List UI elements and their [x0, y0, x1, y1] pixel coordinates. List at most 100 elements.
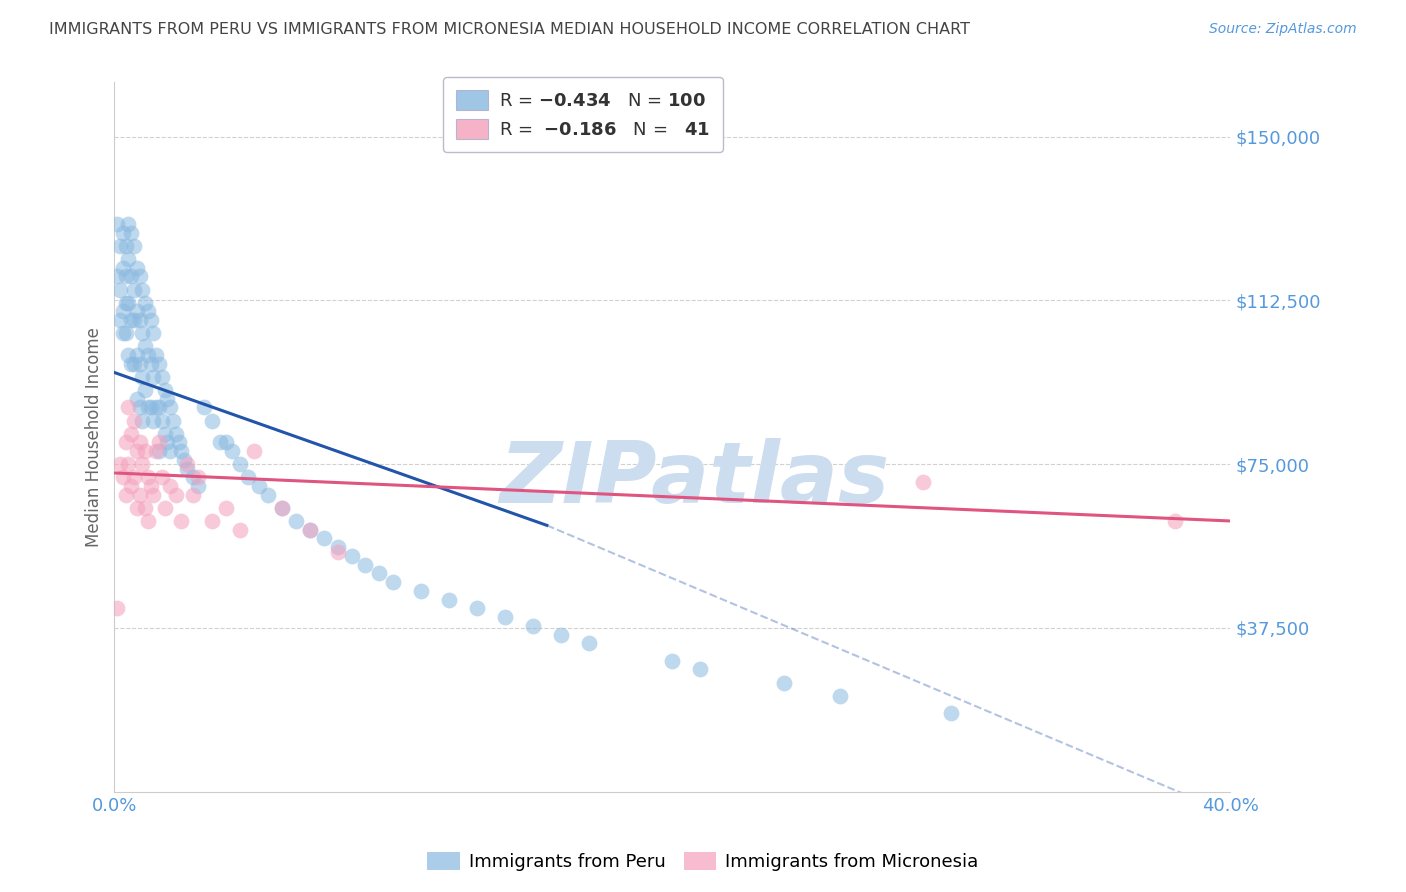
Point	[131, 457, 153, 471]
Point	[117, 457, 139, 471]
Point	[105, 601, 128, 615]
Point	[156, 435, 179, 450]
Point	[120, 426, 142, 441]
Point	[153, 426, 176, 441]
Point	[125, 444, 148, 458]
Point	[117, 348, 139, 362]
Y-axis label: Median Household Income: Median Household Income	[86, 327, 103, 547]
Point	[270, 500, 292, 515]
Point	[128, 401, 150, 415]
Point	[114, 239, 136, 253]
Point	[117, 401, 139, 415]
Point	[298, 523, 321, 537]
Point	[148, 401, 170, 415]
Point	[114, 326, 136, 341]
Point	[257, 488, 280, 502]
Point	[1163, 514, 1185, 528]
Point	[136, 470, 159, 484]
Point	[125, 392, 148, 406]
Point	[117, 295, 139, 310]
Point	[108, 313, 131, 327]
Point	[108, 239, 131, 253]
Point	[111, 260, 134, 275]
Point	[167, 435, 190, 450]
Point	[382, 575, 405, 590]
Point	[270, 500, 292, 515]
Point	[437, 592, 460, 607]
Point	[139, 401, 162, 415]
Point	[136, 348, 159, 362]
Point	[142, 413, 165, 427]
Point	[134, 383, 156, 397]
Point	[131, 413, 153, 427]
Point	[181, 470, 204, 484]
Point	[465, 601, 488, 615]
Text: ZIPatlas: ZIPatlas	[499, 438, 890, 521]
Point	[125, 348, 148, 362]
Point	[120, 269, 142, 284]
Point	[128, 357, 150, 371]
Point	[122, 239, 145, 253]
Point	[153, 383, 176, 397]
Point	[139, 313, 162, 327]
Point	[156, 392, 179, 406]
Point	[148, 444, 170, 458]
Point	[145, 444, 167, 458]
Text: Source: ZipAtlas.com: Source: ZipAtlas.com	[1209, 22, 1357, 37]
Point	[142, 370, 165, 384]
Point	[209, 435, 232, 450]
Point	[145, 348, 167, 362]
Point	[181, 488, 204, 502]
Point	[912, 475, 935, 489]
Point	[114, 488, 136, 502]
Point	[105, 217, 128, 231]
Point	[162, 413, 184, 427]
Point	[229, 523, 252, 537]
Point	[105, 269, 128, 284]
Point	[122, 313, 145, 327]
Point	[187, 479, 209, 493]
Point	[159, 444, 181, 458]
Point	[215, 500, 238, 515]
Point	[170, 444, 193, 458]
Point	[773, 675, 796, 690]
Point	[354, 558, 377, 572]
Point	[139, 479, 162, 493]
Point	[125, 304, 148, 318]
Point	[134, 444, 156, 458]
Point	[125, 260, 148, 275]
Point	[368, 566, 391, 581]
Point	[120, 479, 142, 493]
Point	[148, 435, 170, 450]
Point	[326, 544, 349, 558]
Point	[114, 435, 136, 450]
Point	[128, 313, 150, 327]
Point	[120, 357, 142, 371]
Point	[941, 706, 963, 720]
Point	[159, 401, 181, 415]
Point	[122, 413, 145, 427]
Point	[120, 313, 142, 327]
Point	[136, 514, 159, 528]
Point	[142, 326, 165, 341]
Point	[122, 470, 145, 484]
Point	[150, 413, 173, 427]
Point	[111, 226, 134, 240]
Point	[312, 532, 335, 546]
Point	[150, 470, 173, 484]
Point	[128, 488, 150, 502]
Point	[134, 295, 156, 310]
Point	[150, 370, 173, 384]
Point	[689, 662, 711, 676]
Point	[139, 357, 162, 371]
Point	[142, 488, 165, 502]
Legend: R = $\bf{-0.434}$   N = $\bf{100}$, R =  $\bf{-0.186}$   N =   $\bf{41}$: R = $\bf{-0.434}$ N = $\bf{100}$, R = $\…	[443, 77, 723, 153]
Point	[221, 444, 243, 458]
Point	[238, 470, 260, 484]
Point	[298, 523, 321, 537]
Point	[136, 304, 159, 318]
Point	[411, 583, 433, 598]
Point	[522, 619, 544, 633]
Point	[111, 470, 134, 484]
Point	[153, 500, 176, 515]
